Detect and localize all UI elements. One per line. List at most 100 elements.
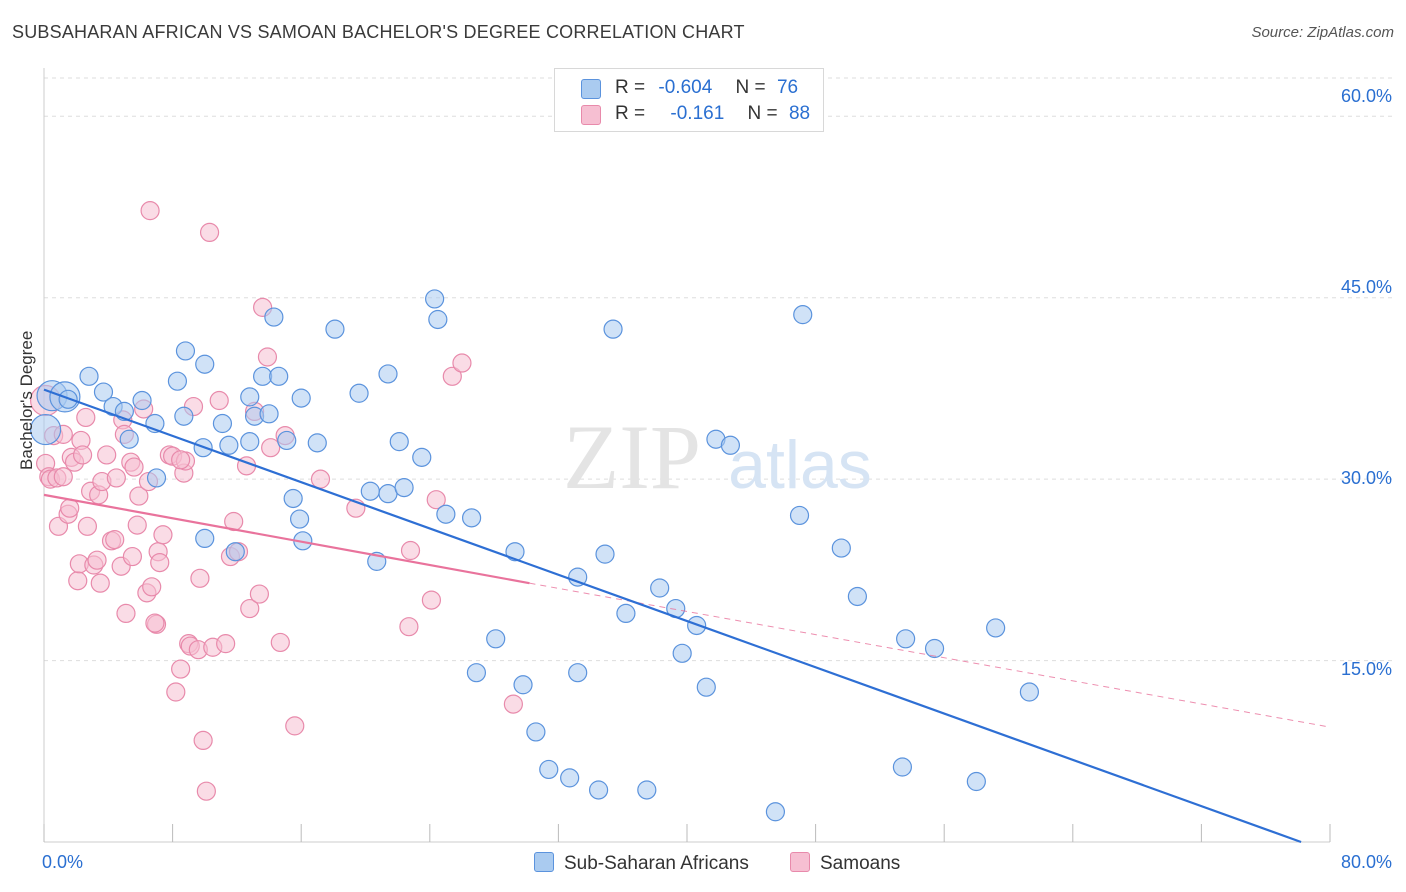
samoan-point [285,716,305,736]
samoan-point [190,568,210,588]
sub-saharan-point [253,366,273,386]
samoan-point [129,486,149,506]
sub-saharan-point [672,643,692,663]
sub-saharan-point [650,578,670,598]
sub-saharan-point [526,722,546,742]
sub-saharan-point [896,629,916,649]
sub-saharan-point [307,433,327,453]
samoan-point [240,598,260,619]
sub-saharan-point [349,383,369,403]
y-tick-label-60: 60.0% [1340,86,1392,106]
sub-saharan-point [93,382,114,402]
sub-saharan-point [560,768,580,788]
watermark-zip: ZIP [563,406,701,508]
sub-saharan-point [219,435,239,455]
sub-saharan-point [1019,682,1039,702]
sub-saharan-point [240,432,260,452]
chart-title: SUBSAHARAN AFRICAN VS SAMOAN BACHELOR'S … [12,22,745,42]
sub-saharan-point [175,341,196,361]
sub-saharan-point [765,802,786,822]
sub-saharan-point [425,289,445,309]
bottom-legend-label: Sub-Saharan Africans [564,853,749,874]
samoan-point [166,682,186,702]
legend-swatch-pink [581,105,601,125]
samoan-point [209,390,229,411]
samoan-point [142,577,162,597]
sub-saharan-point [486,629,506,649]
samoan-point [87,550,107,570]
y-tick-label-45: 45.0% [1340,277,1392,297]
samoan-point [171,450,191,470]
sub-saharan-point [174,406,194,426]
sub-saharan-point [616,603,636,624]
sub-saharan-point [259,404,279,424]
sub-saharan-point [119,429,139,449]
trend-lines [43,388,1331,844]
grid-lines [44,77,1392,662]
samoan-point [153,525,173,545]
sub-saharan-point [225,542,245,562]
sub-saharan-point [212,413,233,434]
samoan-point [270,632,290,653]
x-tick-label-min: 0.0% [42,852,84,872]
bottom-legend-swatch-pink [790,852,810,872]
sub-saharan-point [167,371,188,391]
legend-n-value: 88 [788,103,811,124]
samoan-point [68,571,88,591]
samoan-point [116,603,136,624]
samoan-point [199,222,220,242]
bottom-legend-sub-saharan: Sub-Saharan Africans [534,852,749,875]
samoans-points [30,201,523,801]
sub-saharan-point [283,488,303,509]
sub-saharan-point [146,468,167,488]
bottom-legend-samoans: Samoans [790,852,900,875]
sub-saharan-point [505,542,525,562]
sub-saharan-point [378,364,398,384]
legend-r-label: R = [615,77,646,98]
sub-saharan-points [30,289,1039,822]
samoan-point [122,546,143,567]
sub-saharan-point [264,307,284,327]
samoan-point [60,498,80,518]
sub-saharan-point [847,586,867,607]
samoan-point [442,366,462,386]
sub-saharan-point [360,481,380,501]
samoan-point [216,634,236,654]
legend-n-label: N = [747,103,778,124]
bottom-legend-label: Samoans [820,853,901,874]
sub-saharan-point [513,675,533,695]
sub-saharan-point [428,309,448,330]
watermark: ZIP atlas [563,406,872,508]
sub-saharan-point [461,508,482,528]
legend-n-value: 76 [776,77,799,98]
samoan-point [90,573,110,593]
sub-saharan-point [412,447,432,467]
samoan-point [105,530,125,550]
samoan-point [53,467,73,487]
samoan-point [426,490,446,510]
sub-saharan-point [637,780,657,800]
sub-saharan-point [289,509,310,529]
samoan-trend-line [43,493,530,585]
correlation-legend: R = -0.604 N = 76 R = -0.161 N = 88 [554,68,824,132]
sub-saharan-point [436,504,456,524]
sub-saharan-point [277,430,297,451]
samoan-point [124,457,144,477]
sub-saharan-point [132,390,152,411]
samoan-point [310,469,331,489]
samoan-point [196,781,216,801]
y-axis-title: Bachelor's Degree [17,330,36,470]
sub-saharan-point [720,435,741,455]
bottom-legend-swatch-blue [534,852,554,872]
sub-saharan-point [696,677,716,697]
sub-saharan-point [240,387,260,407]
sub-saharan-point [793,305,813,325]
sub-saharan-point [539,759,559,780]
sub-saharan-point [195,528,215,549]
samoan-trend-extension [529,582,1331,728]
sub-saharan-trend-line [43,388,1302,844]
samoan-point [249,584,270,604]
samoan-point [399,617,419,637]
samoan-point [77,516,98,536]
